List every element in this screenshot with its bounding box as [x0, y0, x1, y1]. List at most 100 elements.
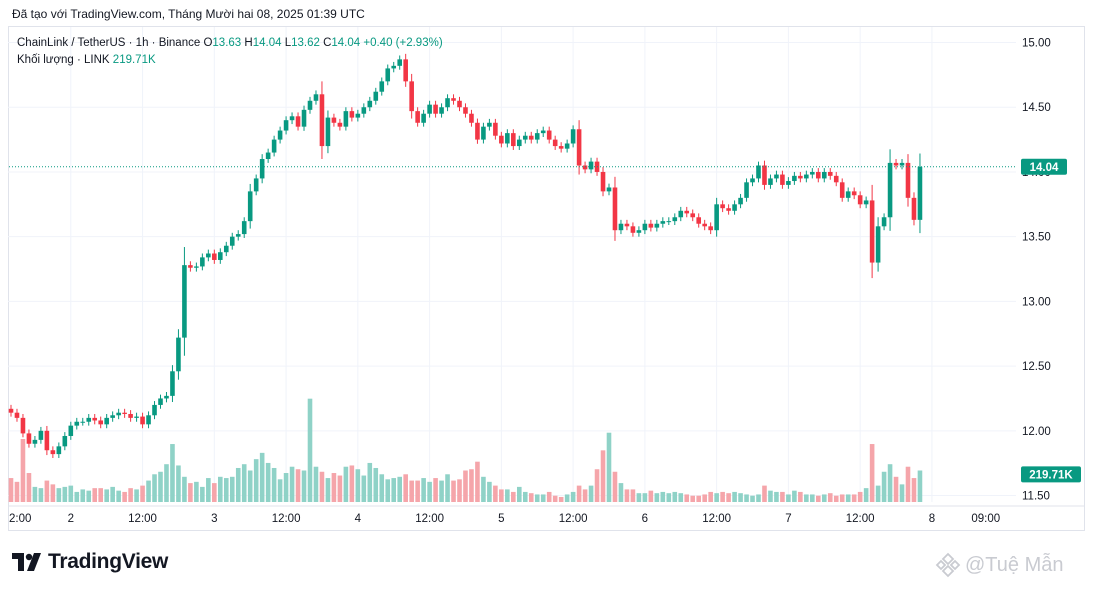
volume-bar: [140, 485, 145, 502]
time-tick-label: 12:00: [846, 513, 875, 525]
candle-body: [361, 107, 367, 114]
candle-body: [200, 257, 205, 267]
candle-body: [349, 111, 355, 118]
candle-body: [564, 143, 570, 149]
volume-bar: [253, 459, 259, 502]
time-tick-label: 8: [929, 513, 935, 525]
volume-bar: [212, 483, 217, 502]
volume-bar: [642, 493, 648, 502]
candle-body: [319, 94, 325, 147]
volume-bar: [528, 493, 534, 502]
candle-body: [684, 210, 690, 214]
volume-bar: [98, 488, 103, 502]
volume-bar: [911, 478, 917, 502]
volume-bar: [720, 491, 725, 502]
volume-bar: [594, 469, 600, 502]
volume-bar: [690, 495, 696, 502]
candle-body: [816, 171, 821, 179]
volume-bar: [624, 489, 630, 502]
watermark: @Tuệ Mẫn: [935, 552, 1064, 578]
candle-body: [833, 175, 839, 183]
volume-bar: [116, 490, 121, 502]
candle-body: [911, 197, 917, 220]
volume-bar: [588, 485, 594, 502]
candle-body: [253, 178, 259, 192]
candle-body: [618, 223, 624, 231]
volume-bar: [421, 478, 426, 502]
candle-body: [786, 181, 791, 185]
volume-bar: [134, 489, 139, 502]
candle-body: [134, 416, 139, 418]
candle-body: [624, 223, 630, 227]
volume-bar: [708, 491, 713, 502]
volume-bar: [469, 469, 474, 502]
volume-bar: [188, 483, 193, 502]
candle-body: [403, 59, 408, 82]
axis-badges: 14.04 219.71K: [1021, 158, 1081, 483]
volume-bar: [8, 478, 14, 502]
candle-body: [857, 195, 863, 205]
candle-body: [534, 133, 540, 140]
candle-body: [44, 430, 50, 451]
volume-bar: [887, 464, 893, 502]
volume-bar: [20, 439, 26, 502]
volume-bar: [780, 491, 785, 502]
tradingview-brand[interactable]: TradingView: [12, 550, 168, 574]
candle-body: [80, 421, 86, 423]
last-volume-badge-label: 219.71K: [1029, 469, 1073, 481]
candle-body: [600, 171, 606, 192]
volume-bar: [774, 491, 779, 502]
candle-body: [714, 204, 719, 231]
volume-bar: [200, 486, 205, 502]
volume-bar: [409, 480, 414, 502]
candle-body: [212, 253, 217, 260]
legend: ChainLink / TetherUS · 1h · Binance O13.…: [17, 35, 443, 69]
candle-body: [229, 236, 235, 246]
candle-body: [110, 415, 115, 418]
candle-body: [821, 171, 827, 179]
volume-bar: [499, 489, 504, 502]
volume-bar: [827, 493, 833, 502]
candle-body: [14, 412, 20, 418]
volume-bar: [451, 480, 456, 502]
volume-bar: [182, 476, 187, 502]
candle-body: [678, 210, 684, 218]
volume-bar: [738, 493, 743, 502]
candle-body: [827, 171, 833, 176]
volume-bar: [505, 489, 510, 502]
last-price-badge: [1021, 158, 1067, 175]
time-axis[interactable]: 2:00 2 12:00 3 12:00 4 12:00 5 12:00 6 12:00 7 12:00…: [8, 505, 1084, 525]
price-tick-label: 14.50: [1022, 102, 1051, 114]
candle-body: [194, 266, 199, 268]
volume-bar: [744, 494, 749, 502]
candle-body: [56, 446, 62, 455]
volume-bar: [283, 473, 289, 502]
candle-body: [744, 182, 749, 198]
candle-body: [696, 217, 701, 224]
candle-body: [86, 417, 92, 422]
candle-body: [122, 412, 127, 414]
grid-lines: [8, 27, 1016, 502]
volume-bar: [833, 495, 839, 502]
volume-bar: [241, 464, 247, 502]
candle-body: [427, 104, 432, 114]
candle-body: [170, 371, 175, 396]
volume-bar: [62, 486, 68, 502]
last-volume-badge: [1021, 466, 1081, 483]
volume-bar: [50, 484, 56, 502]
candle-body: [385, 68, 391, 82]
legend-low-label: L: [284, 37, 292, 49]
candle-body: [774, 174, 779, 179]
volume-bar: [403, 474, 408, 502]
volume-bar: [415, 480, 420, 502]
candle-body: [164, 395, 169, 399]
volume-bar: [122, 491, 127, 502]
candle-body: [295, 116, 301, 127]
candle-body: [708, 226, 713, 231]
candle-body: [50, 450, 56, 455]
volume-bar: [463, 470, 468, 502]
volume-bar: [86, 490, 92, 502]
chart-panel[interactable]: [8, 26, 1085, 531]
